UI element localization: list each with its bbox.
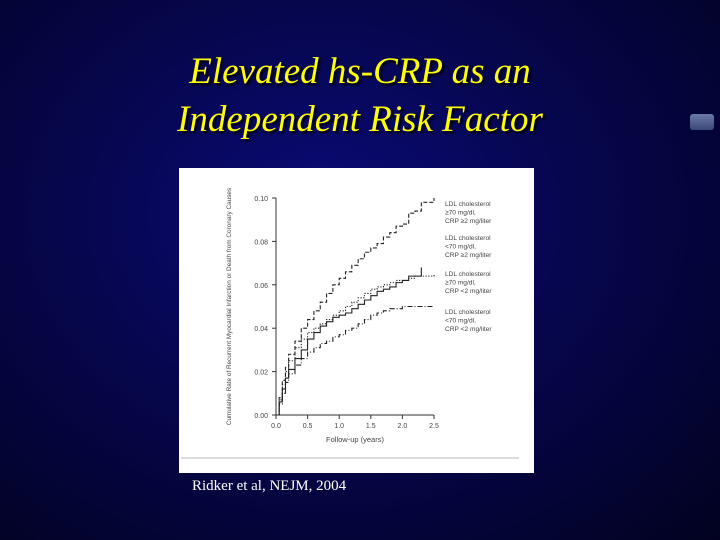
citation-text: Ridker et al, NEJM, 2004: [192, 478, 347, 494]
x-axis-title: Follow-up (years): [326, 435, 384, 444]
y-axis-title: Cumulative Rate of Recurrent Myocardial …: [226, 188, 233, 425]
x-tick-label: 1.0: [334, 423, 344, 430]
y-tick-label: 0.02: [254, 370, 268, 377]
series-label-line: ≥70 mg/dl,: [445, 210, 476, 217]
slide-accent-tab: [690, 114, 714, 130]
x-tick-label: 2.5: [429, 423, 439, 430]
y-tick-label: 0.10: [254, 196, 268, 203]
x-tick-label: 2.0: [398, 423, 408, 430]
series-label-line: LDL cholesterol: [445, 201, 491, 208]
series-label-line: LDL cholesterol: [445, 235, 491, 242]
series-label-line: ≥70 mg/dl,: [445, 280, 476, 287]
series-line-3: [276, 273, 435, 416]
slide-title: Elevated hs-CRP as an Independent Risk F…: [0, 48, 720, 144]
series-label-line: <70 mg/dl,: [445, 244, 476, 251]
x-tick-label: 1.5: [366, 423, 376, 430]
series-label-line: CRP ≥2 mg/liter: [445, 218, 492, 225]
series-label-line: <70 mg/dl,: [445, 318, 476, 325]
series-label-line: CRP ≥2 mg/liter: [445, 252, 492, 259]
km-curve-chart: 0.00 0.02 0.04 0.06 0.08 0.10 0.0 0.5 1.0 1.5 2.0 2…: [181, 188, 519, 459]
y-tick-label: 0.04: [254, 326, 268, 333]
chart-figure: 0.00 0.02 0.04 0.06 0.08 0.10 0.0 0.5 1.0 1.5 2.0 2…: [179, 168, 534, 473]
series-line-4: [276, 305, 434, 416]
slide-title-line-2: Independent Risk Factor: [177, 99, 543, 140]
x-tick-label: 0.5: [303, 423, 313, 430]
y-tick-label: 0.00: [254, 413, 268, 420]
series-label-line: CRP <2 mg/liter: [445, 326, 492, 333]
series-label-line: CRP <2 mg/liter: [445, 288, 492, 295]
series-label-line: LDL cholesterol: [445, 271, 491, 278]
slide-title-line-1: Elevated hs-CRP as an: [189, 51, 531, 92]
x-tick-label: 0.0: [271, 423, 281, 430]
y-tick-label: 0.08: [254, 239, 268, 246]
series-label-line: LDL cholesterol: [445, 309, 491, 316]
y-tick-label: 0.06: [254, 283, 268, 290]
series-line-2: [276, 267, 422, 416]
series-line-1: [276, 198, 435, 416]
